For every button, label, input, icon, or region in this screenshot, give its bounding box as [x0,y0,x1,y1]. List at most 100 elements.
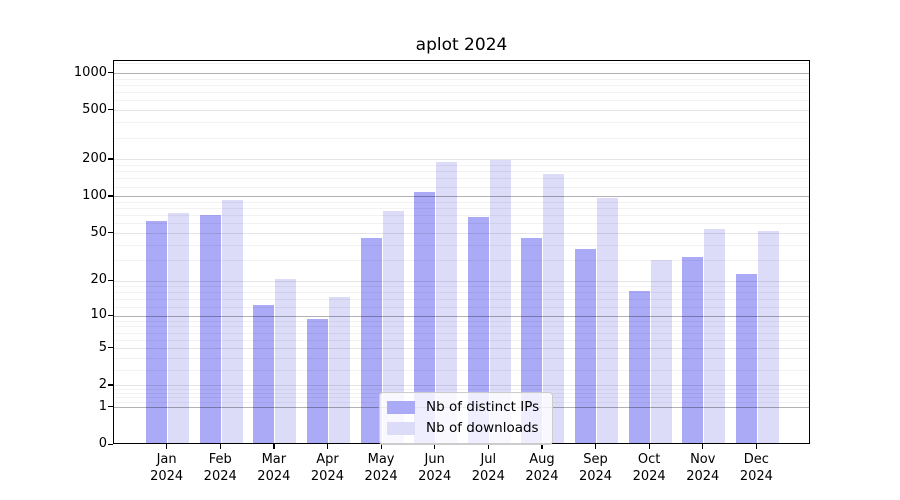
legend-swatch-downloads [387,422,415,435]
gridline-minor-y-9 [114,320,809,322]
legend: Nb of distinct IPs Nb of downloads [379,392,554,445]
bar-distinct-ips-mar [253,305,275,443]
xtick-mark-oct [648,444,650,449]
legend-row-downloads: Nb of downloads [387,421,539,436]
gridline-minor-y-12 [114,306,809,308]
ytick-mark-1 [108,406,113,408]
gridline-minor-y-4 [114,357,809,359]
gridline-minor-y-400 [114,122,809,124]
gridline-y-10 [114,315,809,317]
xtick-mark-apr [326,444,329,449]
xtick-label-jun: Jun 2024 [418,452,452,484]
bar-downloads-apr [328,297,350,443]
xtick-mark-nov [702,444,704,449]
gridline-y-200 [114,159,809,161]
bar-distinct-ips-jul [467,216,489,443]
bar-downloads-sep [597,198,619,443]
xtick-label-mar: Mar 2024 [257,452,291,484]
gridline-minor-y-40 [114,244,809,246]
ytick-mark-200 [108,158,113,160]
gridline-y-20 [114,280,809,282]
ytick-mark-5 [108,347,113,349]
ytick-mark-0 [108,443,113,445]
xtick-mark-dec [755,444,758,449]
gridline-minor-y-18 [114,286,809,288]
bar-distinct-ips-dec [735,274,757,443]
gridline-minor-y-900 [114,78,809,80]
gridline-minor-y-180 [114,164,809,166]
gridline-minor-y-600 [114,100,809,102]
gridline-y-50 [114,233,809,235]
xtick-label-sep: Sep 2024 [578,452,613,484]
ytick-mark-20 [108,279,113,281]
gridline-minor-y-160 [114,171,809,173]
gridline-minor-y-60 [114,223,809,225]
xtick-mark-feb [219,444,221,449]
xtick-label-nov: Nov 2024 [686,452,720,484]
ytick-mark-500 [108,109,113,111]
plot-area: Nb of distinct IPs Nb of downloads [113,60,810,445]
xtick-label-dec: Dec 2024 [739,452,773,484]
xtick-label-jul: Jul 2024 [471,452,505,484]
ytick-label-0: 0 [98,436,107,451]
xtick-label-jan: Jan 2024 [150,452,184,484]
gridline-minor-y-14 [114,298,809,300]
bar-downloads-jul [489,159,511,443]
gridline-minor-y-70 [114,215,809,217]
bar-distinct-ips-jan [146,221,168,443]
gridline-minor-y-30 [114,259,809,261]
xtick-label-may: May 2024 [364,452,398,484]
legend-row-distinct-ips: Nb of distinct IPs [387,400,539,415]
xtick-label-feb: Feb 2024 [203,452,237,484]
legend-swatch-distinct-ips [387,401,415,414]
bar-downloads-aug [543,173,565,443]
ytick-label-2: 2 [98,376,107,392]
ytick-mark-10 [108,314,113,316]
gridline-y-100 [114,196,809,198]
bar-distinct-ips-apr [306,319,328,443]
ytick-mark-100 [108,195,113,197]
xtick-label-apr: Apr 2024 [310,452,344,484]
xtick-mark-jul [487,444,489,449]
gridline-minor-y-300 [114,137,809,139]
xtick-mark-jan [166,444,168,449]
gridline-minor-y-1200 [114,63,809,65]
xtick-mark-mar [273,444,275,449]
bar-distinct-ips-nov [682,256,704,443]
bar-downloads-feb [221,199,243,443]
xtick-mark-jun [434,444,436,449]
gridline-minor-y-16 [114,292,809,294]
gridline-y-5 [114,348,809,350]
ytick-label-500: 500 [82,101,107,117]
bar-downloads-may [382,210,404,443]
bar-downloads-jan [168,213,190,443]
bar-distinct-ips-feb [199,215,221,443]
bar-distinct-ips-oct [628,290,650,443]
ytick-label-200: 200 [82,150,107,166]
bar-downloads-jun [436,162,458,443]
ytick-label-10: 10 [90,307,107,323]
gridline-y-500 [114,110,809,112]
ytick-label-100: 100 [82,187,107,203]
gridline-minor-y-8 [114,326,809,328]
bar-distinct-ips-may [360,238,382,443]
ytick-label-1000: 1000 [73,64,107,80]
gridline-minor-y-3 [114,369,809,371]
gridline-minor-y-140 [114,178,809,180]
ytick-label-1: 1 [98,398,107,414]
ytick-label-5: 5 [98,339,107,355]
ytick-mark-1000 [108,72,113,74]
gridline-y-1000 [114,73,809,75]
legend-label-downloads: Nb of downloads [426,420,539,436]
xtick-mark-may [380,444,382,449]
bar-downloads-mar [275,279,297,443]
ytick-mark-2 [108,384,113,386]
ytick-label-20: 20 [90,272,107,288]
ytick-mark-50 [108,232,113,234]
xtick-mark-sep [595,444,597,449]
gridline-minor-y-80 [114,208,809,210]
bar-distinct-ips-jun [414,192,436,443]
bar-downloads-oct [650,260,672,443]
legend-label-distinct-ips: Nb of distinct IPs [426,399,540,415]
